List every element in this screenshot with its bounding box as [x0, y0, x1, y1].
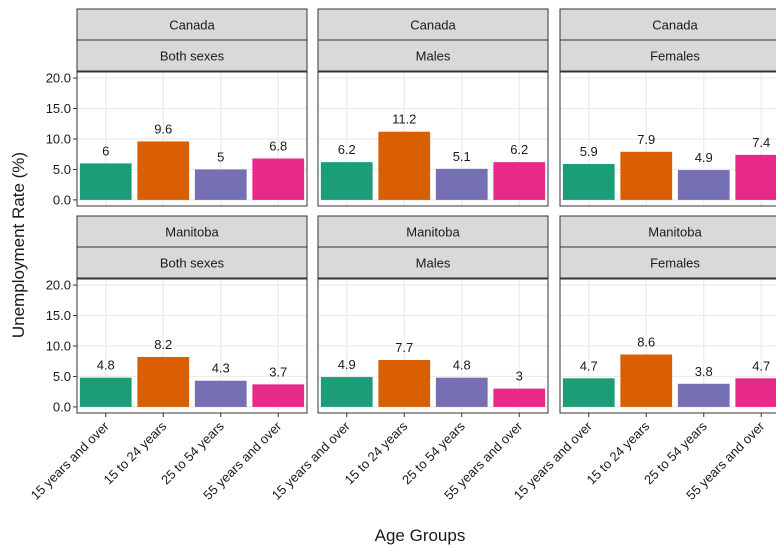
strip-label: Canada — [169, 18, 215, 33]
strip-label: Manitoba — [165, 225, 219, 240]
strip-label: Females — [650, 256, 700, 271]
strip-label: Manitoba — [406, 225, 460, 240]
bar — [677, 383, 730, 407]
strip — [559, 215, 776, 248]
strip — [76, 8, 308, 41]
strip-label: Both sexes — [160, 256, 225, 271]
value-label: 7.7 — [395, 340, 413, 355]
value-label: 3 — [516, 369, 523, 384]
value-label: 4.3 — [212, 361, 230, 376]
bar — [320, 162, 373, 200]
value-label: 4.7 — [580, 358, 598, 373]
y-tick-label: 5.0 — [53, 369, 71, 384]
value-label: 5.9 — [580, 144, 598, 159]
strip — [559, 246, 776, 279]
strip — [559, 8, 776, 41]
bar — [620, 354, 673, 407]
strip — [76, 215, 308, 248]
value-label: 7.4 — [752, 135, 770, 150]
strip — [317, 215, 549, 248]
value-label: 6.8 — [269, 138, 287, 153]
strip — [317, 246, 549, 279]
panel-border — [559, 278, 776, 414]
y-tick-label: 15.0 — [46, 101, 71, 116]
bar — [194, 380, 247, 407]
panel-border — [76, 278, 308, 414]
bar — [677, 170, 730, 200]
value-label: 11.2 — [392, 112, 416, 127]
value-label: 8.2 — [154, 337, 172, 352]
strip-label: Females — [650, 49, 700, 64]
bar — [378, 131, 431, 200]
value-label: 4.7 — [752, 358, 770, 373]
strip-label: Males — [416, 49, 451, 64]
bar — [320, 377, 373, 407]
y-axis-label: Unemployment Rate (%) — [9, 152, 28, 338]
bar — [79, 377, 132, 407]
bar — [435, 168, 488, 200]
value-label: 9.6 — [154, 121, 172, 136]
y-tick-label: 20.0 — [46, 278, 71, 293]
y-tick-label: 0.0 — [53, 192, 71, 207]
value-label: 4.8 — [97, 358, 115, 373]
panel-border — [317, 278, 549, 414]
value-label: 4.9 — [338, 357, 356, 372]
bar — [252, 384, 305, 407]
value-label: 3.8 — [695, 364, 713, 379]
value-label: 6.2 — [338, 142, 356, 157]
bar — [493, 388, 546, 407]
x-axis-label: Age Groups — [375, 526, 466, 545]
bar — [137, 356, 190, 407]
value-label: 5 — [217, 149, 224, 164]
strip — [76, 39, 308, 72]
y-tick-label: 15.0 — [46, 308, 71, 323]
panel-border — [559, 71, 776, 207]
strip-label: Canada — [410, 18, 456, 33]
bar — [137, 141, 190, 200]
value-label: 7.9 — [637, 132, 655, 147]
bar — [378, 360, 431, 407]
panel-border — [76, 71, 308, 207]
y-tick-label: 10.0 — [46, 132, 71, 147]
bar — [562, 163, 615, 200]
bar — [79, 163, 132, 200]
bar — [493, 162, 546, 200]
value-label: 6.2 — [510, 142, 528, 157]
value-label: 8.6 — [637, 335, 655, 350]
value-label: 5.1 — [453, 149, 471, 164]
value-label: 4.8 — [453, 358, 471, 373]
strip-label: Manitoba — [648, 225, 702, 240]
y-tick-label: 0.0 — [53, 399, 71, 414]
strip — [317, 8, 549, 41]
strip — [559, 39, 776, 72]
y-tick-label: 20.0 — [46, 71, 71, 86]
strip — [76, 246, 308, 279]
bar — [435, 377, 488, 407]
bar — [562, 378, 615, 407]
bar — [735, 154, 776, 200]
bar — [620, 151, 673, 200]
strip-label: Males — [416, 256, 451, 271]
value-label: 3.7 — [269, 364, 287, 379]
y-tick-label: 10.0 — [46, 339, 71, 354]
strip — [317, 39, 549, 72]
bar — [252, 158, 305, 200]
x-tick-label: 15 years and over — [28, 418, 113, 503]
panel-border — [317, 71, 549, 207]
strip-label: Both sexes — [160, 49, 225, 64]
bar — [194, 169, 247, 200]
y-tick-label: 5.0 — [53, 162, 71, 177]
strip-label: Canada — [652, 18, 698, 33]
bar — [735, 378, 776, 407]
value-label: 4.9 — [695, 150, 713, 165]
value-label: 6 — [102, 143, 109, 158]
